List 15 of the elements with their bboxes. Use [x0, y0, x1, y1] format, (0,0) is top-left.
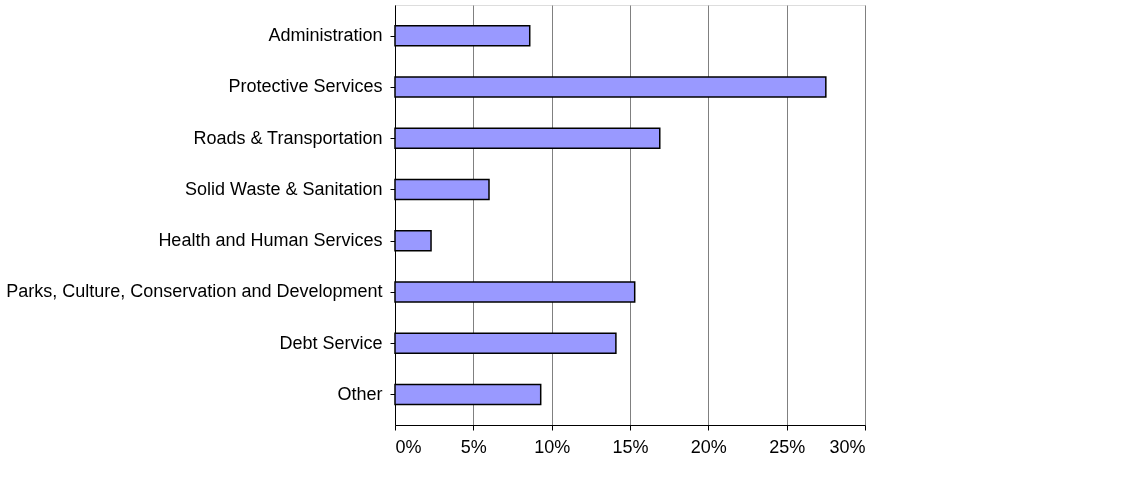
y-tick-label: Roads & Transportation [193, 127, 383, 148]
x-tick-label: 30% [829, 436, 866, 457]
y-tick-label: Protective Services [228, 76, 383, 97]
x-tick-label: 0% [395, 436, 422, 457]
y-tick-label: Administration [268, 25, 383, 46]
x-tick-label: 15% [612, 436, 649, 457]
y-tick-label: Other [337, 383, 383, 404]
y-tick-label: Solid Waste & Sanitation [185, 178, 383, 199]
y-tick-label: Parks, Culture, Conservation and Development [6, 281, 383, 302]
y-tick-label: Debt Service [279, 332, 383, 353]
x-tick-label: 20% [690, 436, 727, 457]
x-tick-label: 25% [769, 436, 806, 457]
x-tick-label: 5% [460, 436, 487, 457]
y-tick-label: Health and Human Services [158, 230, 383, 251]
x-tick-label: 10% [534, 436, 571, 457]
